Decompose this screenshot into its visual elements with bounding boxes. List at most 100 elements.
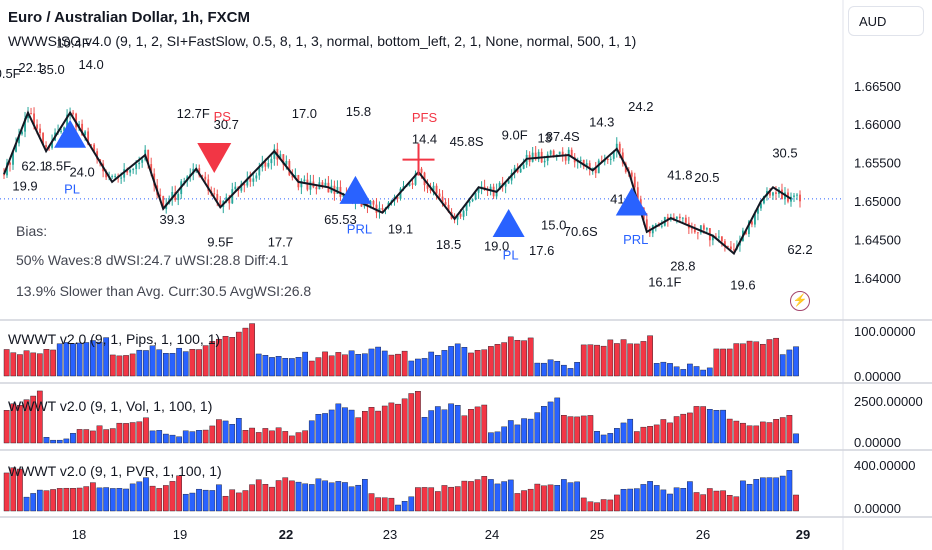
volume-bar: [362, 353, 368, 377]
volume-bar: [76, 342, 83, 377]
volume-bar: [269, 430, 275, 444]
volume-bar: [521, 340, 527, 377]
volume-bar: [428, 487, 435, 512]
volume-bar: [501, 342, 508, 377]
volume-bar: [700, 369, 707, 377]
wave-label: 30.7: [214, 117, 239, 132]
volume-bar: [182, 351, 189, 377]
y-tick-label: 1.64000: [854, 271, 901, 286]
candle-body: [426, 185, 429, 189]
volume-bar: [10, 352, 17, 377]
volume-bar: [70, 487, 76, 512]
candle-body: [123, 169, 126, 178]
wave-label: 19.9: [12, 178, 37, 193]
volume-bar: [315, 414, 322, 444]
candle-body: [729, 246, 732, 250]
candle-body: [711, 236, 714, 241]
y-tick-label: 1.64500: [854, 233, 901, 248]
volume-bar: [600, 345, 607, 377]
volume-bar: [428, 351, 435, 377]
volume-bar: [222, 420, 229, 444]
volume-bar: [43, 490, 50, 512]
wave-label: 15.8: [346, 104, 371, 119]
candle-body: [78, 123, 81, 128]
volume-bar: [368, 407, 375, 444]
volume-bar: [189, 492, 196, 512]
volume-bar: [149, 430, 156, 444]
symbol-title[interactable]: Euro / Australian Dollar, 1h, FXCM: [8, 9, 250, 26]
candle-body: [723, 241, 726, 247]
candle-body: [769, 190, 771, 196]
pane-pips-label[interactable]: WWWT v2.0 (9, 1, Pips, 1, 100, 1): [8, 331, 221, 347]
candle-body: [42, 133, 44, 146]
volume-bar: [647, 426, 653, 444]
buy-signal-triangle: [615, 187, 648, 216]
volume-bar: [766, 422, 773, 444]
volume-bar: [481, 476, 488, 512]
volume-bar: [773, 477, 779, 512]
indicator-label[interactable]: WWWSISG v4.0 (9, 1, 2, SI+FastSlow, 0.5,…: [8, 33, 637, 49]
volume-bar: [647, 335, 653, 377]
candle-body: [582, 159, 585, 167]
volume-bar: [415, 487, 421, 512]
volume-bar: [640, 426, 647, 444]
volume-bar: [209, 425, 216, 444]
volume-bar: [335, 481, 342, 512]
candle-body: [564, 155, 567, 161]
volume-bar: [109, 428, 116, 444]
candle-body: [684, 217, 687, 223]
volume-bar: [441, 485, 448, 512]
candle-body: [372, 200, 375, 205]
candle-body: [141, 159, 144, 163]
bias-waves: 50% Waves:8 dWSI:24.7 uWSI:28.8 Diff:4.1: [16, 252, 289, 268]
wave-label: 14.3: [589, 115, 614, 130]
currency-button[interactable]: AUD: [848, 6, 924, 36]
candle-body: [793, 195, 795, 197]
volume-bar: [415, 358, 421, 377]
volume-bar: [289, 435, 295, 444]
pane-pvr-label[interactable]: WWWT v2.0 (9, 1, PVR, 1, 100, 1): [8, 463, 222, 479]
volume-bar: [368, 493, 375, 512]
candle-body: [591, 167, 594, 170]
wave-label: 17.0: [292, 106, 317, 121]
candle-body: [267, 163, 270, 167]
volume-bar: [700, 406, 707, 444]
volume-bar: [348, 486, 355, 512]
volume-bar: [660, 489, 667, 512]
volume-bar: [607, 433, 614, 444]
zigzag-line: [3, 110, 792, 256]
candle-body: [748, 221, 750, 235]
volume-bar: [633, 431, 640, 444]
volume-bar: [600, 499, 607, 512]
lightning-icon[interactable]: ⚡: [790, 291, 810, 311]
candle-body: [216, 194, 219, 201]
volume-bar: [169, 434, 176, 444]
volume-bar: [653, 363, 660, 377]
volume-bar: [56, 439, 63, 444]
candle-body: [279, 154, 282, 160]
volume-bar: [56, 488, 63, 512]
candle-body: [81, 123, 84, 136]
volume-bar: [322, 480, 328, 512]
candle-body: [51, 140, 53, 148]
volume-bar: [328, 355, 335, 377]
volume-bar: [362, 479, 368, 512]
volume-bar: [607, 339, 614, 377]
volume-bar: [348, 409, 355, 444]
buy-signal-triangle: [492, 209, 525, 237]
volume-bar: [726, 418, 733, 444]
wave-label: 9.0F: [502, 128, 528, 143]
wave-label: 14.4: [412, 131, 437, 146]
candle-body: [645, 219, 648, 230]
candle-body: [498, 182, 501, 190]
candle-body: [714, 236, 717, 238]
wave-label: 10.5F: [0, 66, 21, 81]
buy-signal-triangle: [339, 175, 372, 204]
candle-body: [75, 113, 78, 128]
volume-bar: [249, 427, 255, 444]
signal-label: PRL: [623, 232, 648, 247]
candle-body: [105, 171, 108, 178]
pane-vol-label[interactable]: WWWT v2.0 (9, 1, Vol, 1, 100, 1): [8, 398, 213, 414]
